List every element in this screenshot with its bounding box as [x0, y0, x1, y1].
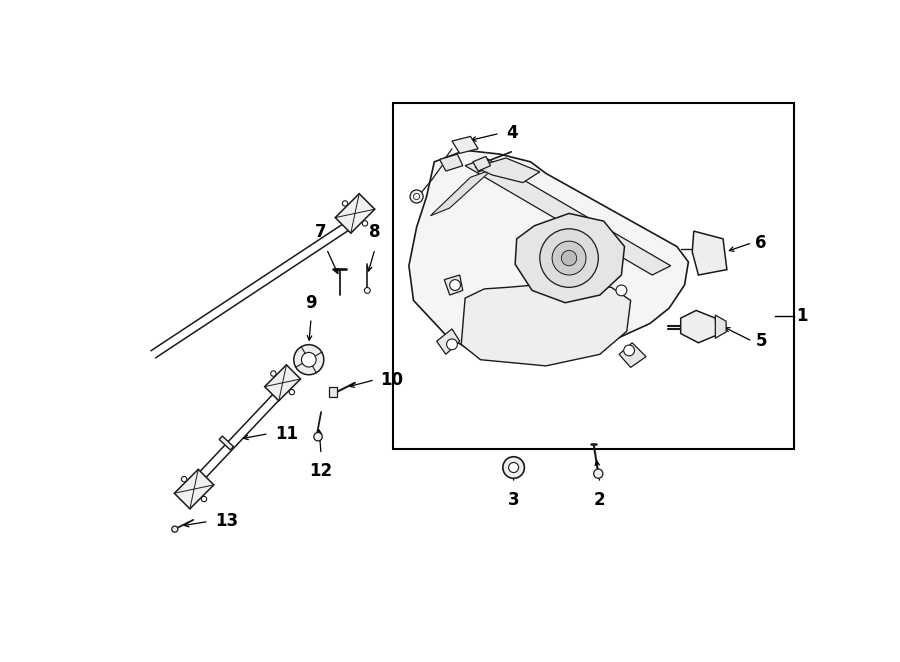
Circle shape	[594, 469, 603, 479]
Text: 6: 6	[755, 234, 767, 252]
Polygon shape	[692, 231, 727, 275]
Circle shape	[410, 190, 423, 203]
Text: 9: 9	[305, 294, 317, 312]
Circle shape	[508, 463, 518, 473]
Polygon shape	[440, 154, 463, 171]
Text: 5: 5	[755, 332, 767, 350]
Polygon shape	[328, 387, 337, 397]
Circle shape	[540, 229, 598, 287]
Circle shape	[363, 220, 367, 226]
Polygon shape	[436, 329, 460, 354]
Text: 7: 7	[315, 223, 327, 241]
Polygon shape	[220, 436, 233, 450]
Circle shape	[552, 241, 586, 275]
Circle shape	[202, 496, 207, 502]
Polygon shape	[452, 136, 478, 154]
Polygon shape	[475, 158, 540, 183]
Text: 4: 4	[506, 124, 518, 142]
Circle shape	[342, 201, 347, 206]
Text: 13: 13	[215, 512, 238, 530]
Circle shape	[413, 193, 419, 199]
Polygon shape	[175, 469, 214, 509]
Polygon shape	[680, 310, 717, 343]
Circle shape	[562, 250, 577, 265]
Text: 2: 2	[594, 491, 606, 508]
Circle shape	[293, 345, 324, 375]
Polygon shape	[472, 156, 490, 171]
Circle shape	[624, 345, 634, 356]
Polygon shape	[445, 275, 463, 295]
Circle shape	[364, 287, 370, 293]
Text: 1: 1	[796, 307, 807, 325]
Circle shape	[289, 389, 294, 395]
Polygon shape	[619, 343, 646, 367]
Circle shape	[503, 457, 525, 479]
Polygon shape	[461, 283, 631, 366]
Text: 10: 10	[381, 371, 403, 389]
Circle shape	[314, 432, 322, 441]
Polygon shape	[430, 169, 492, 216]
Polygon shape	[335, 194, 374, 233]
Text: 8: 8	[369, 223, 381, 241]
Circle shape	[616, 285, 626, 296]
Circle shape	[172, 526, 178, 532]
Circle shape	[302, 352, 316, 367]
Polygon shape	[515, 213, 625, 303]
Text: 11: 11	[274, 424, 298, 443]
Text: 12: 12	[310, 462, 333, 480]
Bar	[393, 103, 794, 449]
Text: 3: 3	[508, 491, 519, 508]
Polygon shape	[265, 365, 301, 401]
Polygon shape	[716, 315, 726, 338]
Circle shape	[182, 477, 187, 482]
Circle shape	[446, 339, 457, 350]
Polygon shape	[465, 158, 670, 275]
Circle shape	[271, 371, 276, 376]
Polygon shape	[409, 150, 688, 362]
Circle shape	[450, 279, 461, 291]
